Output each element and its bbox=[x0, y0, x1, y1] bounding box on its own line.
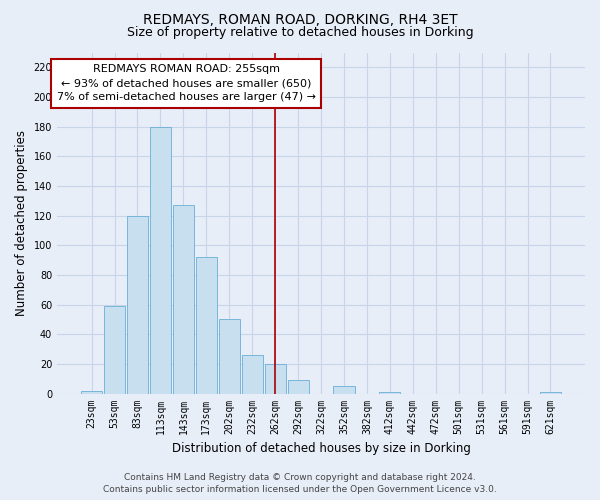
Bar bbox=[196, 257, 217, 394]
Bar bbox=[334, 386, 355, 394]
Bar bbox=[81, 390, 102, 394]
Bar bbox=[242, 355, 263, 394]
Bar bbox=[104, 306, 125, 394]
Bar bbox=[127, 216, 148, 394]
X-axis label: Distribution of detached houses by size in Dorking: Distribution of detached houses by size … bbox=[172, 442, 470, 455]
Y-axis label: Number of detached properties: Number of detached properties bbox=[15, 130, 28, 316]
Bar bbox=[150, 126, 171, 394]
Bar bbox=[173, 205, 194, 394]
Bar bbox=[540, 392, 561, 394]
Text: Size of property relative to detached houses in Dorking: Size of property relative to detached ho… bbox=[127, 26, 473, 39]
Bar bbox=[287, 380, 308, 394]
Bar bbox=[379, 392, 400, 394]
Text: Contains HM Land Registry data © Crown copyright and database right 2024.
Contai: Contains HM Land Registry data © Crown c… bbox=[103, 472, 497, 494]
Bar bbox=[218, 320, 240, 394]
Bar bbox=[265, 364, 286, 394]
Text: REDMAYS ROMAN ROAD: 255sqm
← 93% of detached houses are smaller (650)
7% of semi: REDMAYS ROMAN ROAD: 255sqm ← 93% of deta… bbox=[57, 64, 316, 102]
Text: REDMAYS, ROMAN ROAD, DORKING, RH4 3ET: REDMAYS, ROMAN ROAD, DORKING, RH4 3ET bbox=[143, 12, 457, 26]
